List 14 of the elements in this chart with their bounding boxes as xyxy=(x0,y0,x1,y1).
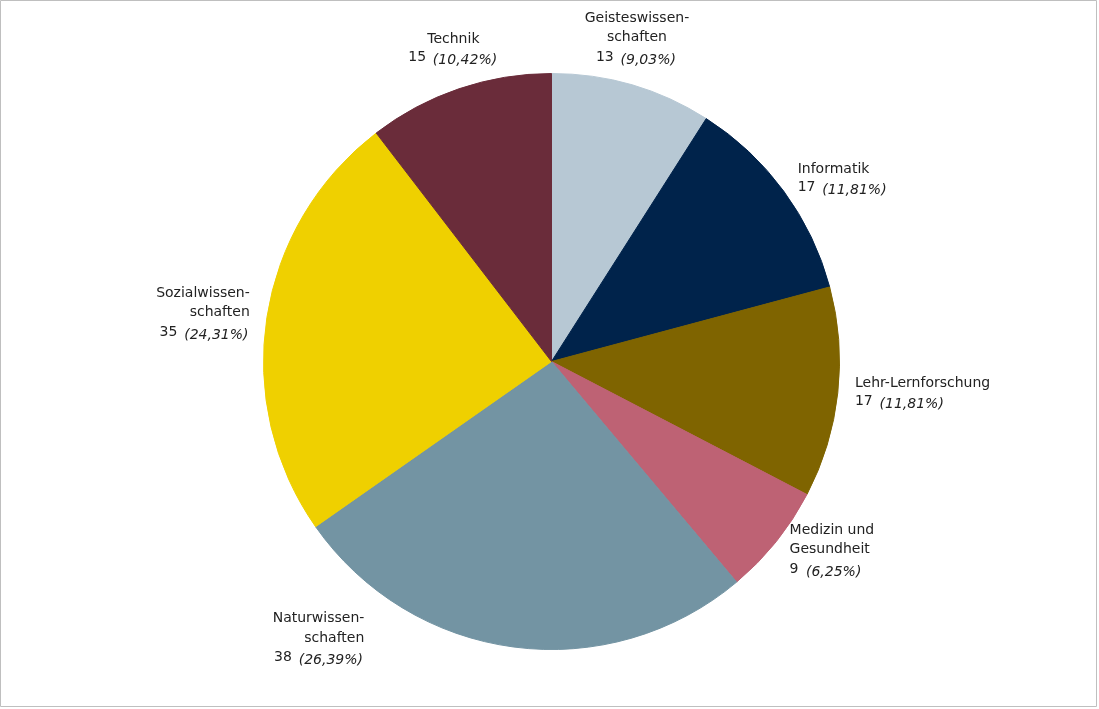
data-label: 17 (11,81%) xyxy=(854,391,944,411)
slice-label: Informatik xyxy=(797,159,871,176)
slice-label: Medizin und Gesundheit xyxy=(789,521,875,557)
data-label: 17 (11,81%) xyxy=(797,177,887,197)
data-label: 15 (10,42%) xyxy=(408,47,498,67)
slice-label: Geisteswissen- schaften xyxy=(584,8,690,44)
slice-label: Naturwissen- schaften xyxy=(272,609,365,645)
data-label: 35 (24,31%) xyxy=(159,322,249,342)
slice-label: Technik xyxy=(426,29,481,46)
data-label: 38 (26,39%) xyxy=(274,648,364,668)
data-label: 13 (9,03%) xyxy=(595,47,676,67)
slice-label: Sozialwissen- schaften xyxy=(156,283,250,319)
data-label: 9 (6,25%) xyxy=(789,560,862,580)
slice-label: Lehr-Lernforschung xyxy=(854,373,991,390)
